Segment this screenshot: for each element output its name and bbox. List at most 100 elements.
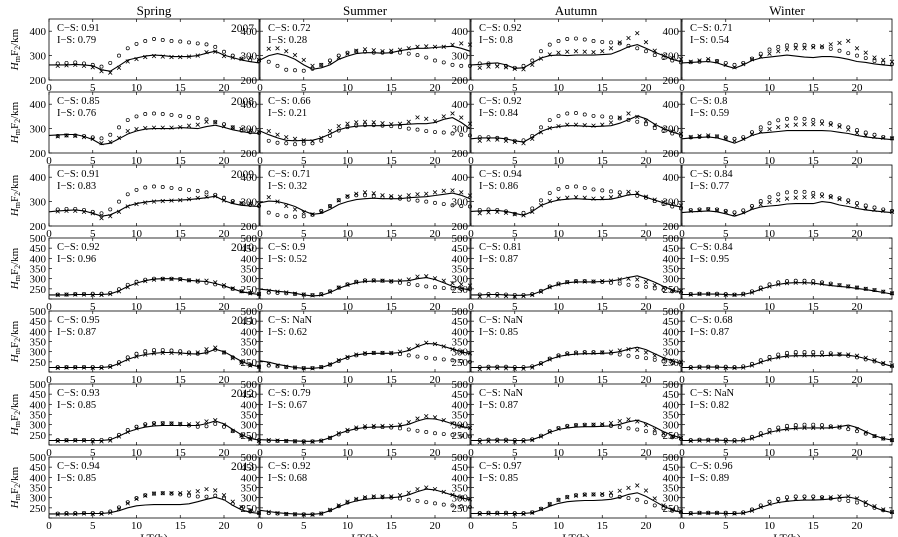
- series-cross-point: [521, 141, 526, 146]
- x-tick-label: 15: [175, 155, 187, 167]
- series-circle-point: [758, 125, 763, 130]
- x-tick-label: 20: [852, 82, 864, 94]
- series-circle-point: [758, 51, 763, 56]
- series-circle-point: [715, 134, 719, 139]
- x-tick-label: 15: [597, 228, 609, 240]
- series-circle-point: [565, 279, 570, 284]
- x-tick-label: 10: [764, 155, 776, 167]
- series-circle-point: [697, 134, 702, 139]
- series-cross-point: [362, 190, 368, 195]
- series-circle-point: [415, 428, 420, 433]
- series-circle-point: [55, 292, 60, 297]
- y-tick-label: 250: [30, 430, 47, 442]
- series-circle-point: [319, 511, 324, 516]
- series-circle-point: [530, 510, 535, 515]
- series-circle-point: [99, 136, 104, 141]
- series-cross-point: [643, 350, 649, 355]
- series-circle-point: [547, 191, 552, 196]
- y-tick-label: 200: [30, 148, 47, 160]
- y-axis-label-sub2: 2: [13, 338, 22, 342]
- series-circle-point: [293, 291, 297, 296]
- y-tick-label: 250: [241, 430, 258, 442]
- y-tick-label: 350: [30, 337, 47, 349]
- series-circle-point: [450, 62, 455, 67]
- series-circle-point: [697, 510, 702, 515]
- series-cross-point: [802, 353, 807, 358]
- series-cross-point: [741, 438, 746, 443]
- series-circle-point: [855, 201, 859, 206]
- year-label: 2011: [231, 315, 254, 327]
- series-circle-point: [706, 206, 711, 211]
- series-cross-point: [143, 54, 148, 60]
- series-cross-point: [248, 291, 253, 296]
- series-cross-point: [881, 57, 886, 63]
- series-cross-point: [617, 418, 622, 424]
- series-cross-point: [99, 216, 104, 221]
- series-cross-point: [151, 421, 157, 427]
- x-tick-label: 15: [808, 301, 820, 313]
- series-circle-point: [670, 435, 675, 440]
- series-cross-point: [336, 285, 341, 290]
- series-cross-point: [565, 351, 570, 357]
- y-tick-label: 500: [30, 306, 47, 318]
- y-tick-label: 450: [30, 462, 47, 474]
- series-cross-point: [73, 511, 78, 517]
- series-cross-point: [793, 426, 798, 431]
- series-cross-point: [99, 511, 104, 517]
- series-circle-point: [785, 116, 789, 121]
- x-tick-label: 5: [723, 301, 729, 313]
- series-circle-point: [195, 279, 200, 284]
- series-cross-point: [248, 363, 253, 368]
- series-cross-point: [854, 426, 860, 432]
- x-axis-label: LT(h): [140, 531, 168, 537]
- series-circle-point: [486, 135, 491, 140]
- series-cross-point: [723, 209, 728, 215]
- series-circle-point: [855, 500, 859, 505]
- series-cross-point: [889, 437, 895, 443]
- y-tick-label: 250: [30, 503, 47, 515]
- y-tick-label: 450: [452, 316, 469, 328]
- x-tick-label: 10: [342, 520, 354, 532]
- series-circle-point: [73, 511, 78, 516]
- series-circle-point: [433, 58, 437, 63]
- y-tick-label: 300: [452, 420, 469, 432]
- series-circle-point: [354, 497, 359, 502]
- y-tick-label: 350: [452, 483, 469, 495]
- series-cross-point: [195, 195, 200, 201]
- series-cross-point: [266, 437, 271, 443]
- series-circle-point: [204, 424, 209, 429]
- series-circle-point: [363, 193, 367, 198]
- series-circle-point: [90, 364, 95, 369]
- series-cross-point: [617, 40, 622, 45]
- series-circle-point: [556, 113, 561, 118]
- series-circle-point: [855, 285, 859, 290]
- series-circle-point: [424, 199, 429, 204]
- x-tick-label: 15: [386, 301, 398, 313]
- series-cross-point: [362, 47, 368, 52]
- cs-correlation-label: C−S: 0.93: [57, 388, 100, 399]
- series-cross-point: [776, 197, 781, 203]
- series-cross-point: [327, 507, 333, 513]
- series-cross-point: [204, 50, 209, 55]
- is-correlation-label: I−S: 0.62: [268, 327, 307, 338]
- y-axis-label-sub1: m: [13, 274, 22, 281]
- series-cross-point: [538, 361, 544, 367]
- cs-correlation-label: C−S: NaN: [268, 315, 313, 326]
- series-circle-point: [565, 37, 570, 41]
- y-axis-label: HmF2/km: [9, 466, 22, 509]
- series-cross-point: [143, 278, 148, 284]
- series-circle-point: [881, 60, 886, 65]
- is-correlation-label: I−S: 0.96: [57, 254, 96, 265]
- series-cross-point: [204, 278, 209, 283]
- series-cross-point: [301, 138, 306, 143]
- y-tick-label: 450: [452, 462, 469, 474]
- x-tick-label: 0: [46, 374, 52, 386]
- y-tick-label: 350: [663, 410, 680, 422]
- series-cross-point: [213, 345, 218, 350]
- series-cross-point: [213, 194, 218, 199]
- x-tick-label: 20: [641, 82, 653, 94]
